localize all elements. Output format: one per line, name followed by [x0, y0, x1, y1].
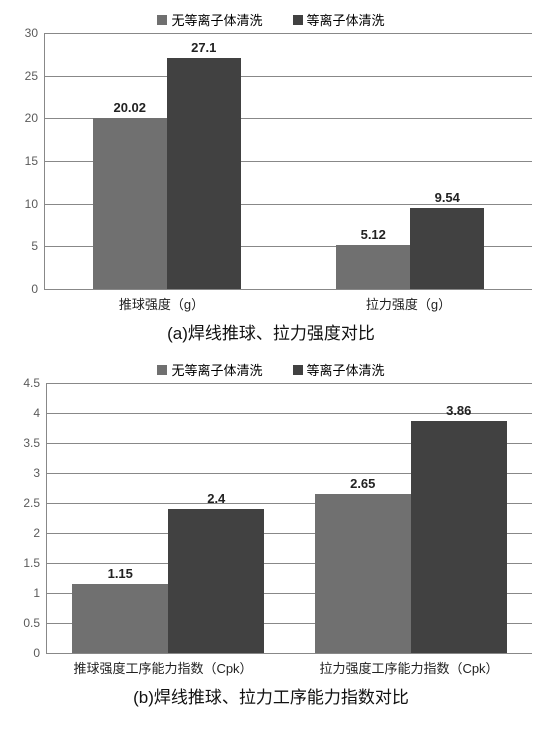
bar-value-label: 27.1 — [191, 40, 216, 55]
bar-group: 2.653.86 — [290, 383, 533, 653]
bar-series-0: 20.02 — [93, 118, 167, 289]
legend-item-series-0: 无等离子体清洗 — [157, 10, 262, 29]
chart-a-plot-wrap: 302520151050 20.0227.15.129.54 — [10, 33, 532, 290]
bar-series-1: 3.86 — [411, 421, 507, 653]
chart-b-plot-wrap: 4.543.532.521.510.50 1.152.42.653.86 — [10, 383, 532, 654]
chart-b-y-axis: 4.543.532.521.510.50 — [10, 383, 46, 653]
chart-b: 无等离子体清洗 等离子体清洗 4.543.532.521.510.50 1.15… — [10, 360, 532, 677]
chart-a-y-axis: 302520151050 — [10, 33, 44, 289]
chart-b-legend: 无等离子体清洗 等离子体清洗 — [10, 360, 532, 379]
chart-a-caption: (a)焊线推球、拉力强度对比 — [10, 319, 532, 344]
legend-swatch-0 — [157, 15, 167, 25]
chart-a-legend: 无等离子体清洗 等离子体清洗 — [10, 10, 532, 29]
bar-group: 5.129.54 — [289, 33, 533, 289]
bar-series-0: 2.65 — [315, 494, 411, 653]
legend-label-1: 等离子体清洗 — [307, 360, 385, 379]
chart-b-x-labels: 推球强度工序能力指数（Cpk） 拉力强度工序能力指数（Cpk） — [40, 654, 532, 677]
bar-value-label: 1.15 — [108, 566, 133, 581]
bar-value-label: 20.02 — [113, 100, 146, 115]
legend-item-series-1: 等离子体清洗 — [293, 10, 385, 29]
x-label-1: 拉力强度（g） — [285, 290, 532, 313]
chart-a-x-labels: 推球强度（g） 拉力强度（g） — [38, 290, 532, 313]
bar-series-0: 5.12 — [336, 245, 410, 289]
legend-item-series-0: 无等离子体清洗 — [157, 360, 262, 379]
legend-swatch-0 — [157, 365, 167, 375]
bar-series-1: 2.4 — [168, 509, 264, 653]
bar-group: 1.152.4 — [47, 383, 290, 653]
bars-layer: 20.0227.15.129.54 — [45, 33, 532, 289]
x-label-0: 推球强度（g） — [38, 290, 285, 313]
bar-value-label: 2.4 — [207, 491, 225, 506]
legend-item-series-1: 等离子体清洗 — [293, 360, 385, 379]
chart-b-caption: (b)焊线推球、拉力工序能力指数对比 — [10, 683, 532, 708]
chart-a: 无等离子体清洗 等离子体清洗 302520151050 20.0227.15.1… — [10, 10, 532, 313]
chart-a-plot: 20.0227.15.129.54 — [44, 33, 532, 290]
bar-value-label: 3.86 — [446, 403, 471, 418]
chart-b-x-axis: 推球强度工序能力指数（Cpk） 拉力强度工序能力指数（Cpk） — [10, 654, 532, 677]
bar-value-label: 5.12 — [361, 227, 386, 242]
bar-value-label: 2.65 — [350, 476, 375, 491]
chart-a-x-axis: 推球强度（g） 拉力强度（g） — [10, 290, 532, 313]
bar-series-1: 9.54 — [410, 208, 484, 289]
chart-b-plot: 1.152.42.653.86 — [46, 383, 532, 654]
bar-value-label: 9.54 — [435, 190, 460, 205]
bar-series-1: 27.1 — [167, 58, 241, 289]
bar-series-0: 1.15 — [72, 584, 168, 653]
legend-label-0: 无等离子体清洗 — [171, 360, 262, 379]
legend-label-0: 无等离子体清洗 — [171, 10, 262, 29]
legend-label-1: 等离子体清洗 — [307, 10, 385, 29]
bars-layer: 1.152.42.653.86 — [47, 383, 532, 653]
x-label-0: 推球强度工序能力指数（Cpk） — [40, 654, 286, 677]
legend-swatch-1 — [293, 15, 303, 25]
legend-swatch-1 — [293, 365, 303, 375]
bar-group: 20.0227.1 — [45, 33, 289, 289]
x-label-1: 拉力强度工序能力指数（Cpk） — [286, 654, 532, 677]
